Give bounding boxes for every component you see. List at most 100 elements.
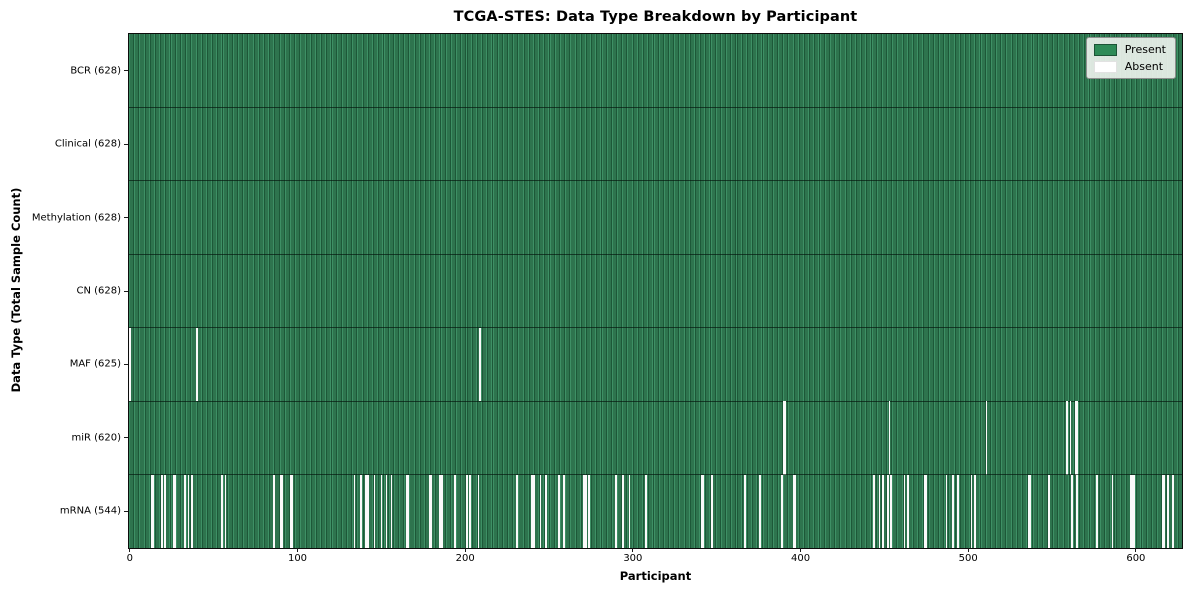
absent-stripe: [531, 474, 534, 548]
x-tick-label: 200: [455, 553, 475, 564]
absent-stripe: [886, 474, 889, 548]
y-tick-label: BCR (628): [70, 65, 121, 77]
absent-stripe: [985, 401, 988, 475]
absent-stripe: [974, 474, 976, 548]
y-tick-label: Methylation (628): [31, 212, 121, 224]
absent-stripe: [878, 474, 881, 548]
absent-stripe: [1071, 474, 1073, 548]
absent-stripe: [1133, 474, 1136, 548]
y-tick-label: mRNA (544): [59, 505, 121, 517]
row-divider: [129, 253, 1182, 255]
absent-stripe: [1171, 474, 1174, 548]
absent-stripe: [1111, 474, 1114, 548]
absent-stripe: [191, 474, 193, 548]
absent-stripe: [360, 474, 363, 548]
absent-stripe: [466, 474, 468, 548]
absent-stripe: [224, 474, 227, 548]
chart-title: TCGA-STES: Data Type Breakdown by Partic…: [453, 9, 858, 25]
absent-stripe: [1161, 474, 1164, 548]
absent-stripe: [957, 474, 959, 548]
row-divider: [129, 327, 1182, 329]
absent-stripe: [196, 327, 198, 402]
y-tick-mark: [124, 437, 128, 439]
absent-stripe: [279, 474, 282, 548]
y-tick-label: MAF (625): [69, 358, 121, 370]
absent-stripe: [187, 474, 190, 548]
x-tick-mark: [129, 548, 131, 552]
y-tick-label: CN (628): [76, 285, 121, 297]
absent-stripe: [558, 474, 560, 548]
absent-stripe: [1166, 474, 1169, 548]
x-tick-label: 100: [287, 553, 308, 564]
absent-stripe: [923, 474, 926, 548]
absent-stripe: [792, 474, 795, 548]
absent-stripe: [588, 474, 591, 548]
absent-stripe: [563, 474, 565, 548]
absent-stripe: [172, 474, 175, 548]
y-tick-label: Clinical (628): [54, 138, 121, 150]
absent-stripe: [881, 474, 884, 548]
legend-item-absent: Absent: [1093, 60, 1166, 73]
plot-area: [128, 33, 1183, 549]
row-divider: [129, 106, 1182, 108]
absent-stripe: [174, 474, 176, 548]
absent-stripe: [439, 474, 441, 548]
absent-stripe: [744, 474, 747, 548]
absent-stripe: [1076, 401, 1079, 475]
absent-stripe: [1029, 474, 1032, 548]
x-tick-mark: [1135, 548, 1137, 552]
absent-stripe: [781, 474, 783, 548]
absent-stripe: [1096, 474, 1099, 548]
x-axis-label: Participant: [619, 569, 692, 583]
absent-stripe: [454, 474, 456, 548]
absent-stripe: [903, 474, 906, 548]
absent-stripe: [888, 401, 891, 475]
absent-stripe: [952, 474, 954, 548]
absent-stripe: [221, 474, 223, 548]
legend-item-present: Present: [1093, 43, 1166, 56]
absent-stripe: [367, 474, 369, 548]
row-divider: [129, 180, 1182, 182]
absent-stripe: [1047, 474, 1050, 548]
absent-stripe: [539, 474, 542, 548]
x-tick-mark: [632, 548, 634, 552]
y-tick-label: miR (620): [71, 432, 121, 444]
absent-stripe: [353, 474, 356, 548]
absent-stripe: [430, 474, 433, 548]
absent-stripe: [794, 474, 797, 548]
absent-stripe: [1074, 401, 1077, 475]
absent-stripe: [945, 474, 948, 548]
absent-stripe: [873, 474, 876, 548]
x-tick-label: 400: [790, 553, 811, 564]
absent-stripe: [365, 474, 368, 548]
absent-stripe: [1163, 474, 1166, 548]
x-tick-label: 300: [623, 553, 643, 564]
x-tick-mark: [800, 548, 802, 552]
absent-stripe: [291, 474, 294, 548]
absent-stripe: [407, 474, 409, 548]
absent-stripe: [390, 474, 393, 548]
x-tick-label: 0: [126, 553, 134, 564]
absent-stripe: [479, 327, 482, 402]
absent-stripe: [544, 474, 547, 548]
absent-stripe: [405, 474, 408, 548]
absent-stripe: [1027, 474, 1030, 548]
y-tick-mark: [124, 70, 128, 72]
absent-stripe: [385, 474, 388, 548]
row-divider: [129, 474, 1182, 476]
absent-stripe: [759, 474, 762, 548]
absent-stripe: [970, 474, 973, 548]
absent-stripe: [164, 474, 166, 548]
absent-stripe: [907, 474, 909, 548]
legend: Present Absent: [1085, 37, 1176, 79]
present-swatch-icon: [1093, 43, 1117, 56]
absent-stripe: [373, 474, 376, 548]
absent-stripe: [925, 474, 928, 548]
absent-stripe: [129, 327, 131, 402]
absent-swatch-icon: [1093, 60, 1117, 73]
absent-stripe: [440, 474, 443, 548]
absent-stripe: [429, 474, 431, 548]
x-tick-label: 500: [958, 553, 978, 564]
absent-stripe: [700, 474, 703, 548]
